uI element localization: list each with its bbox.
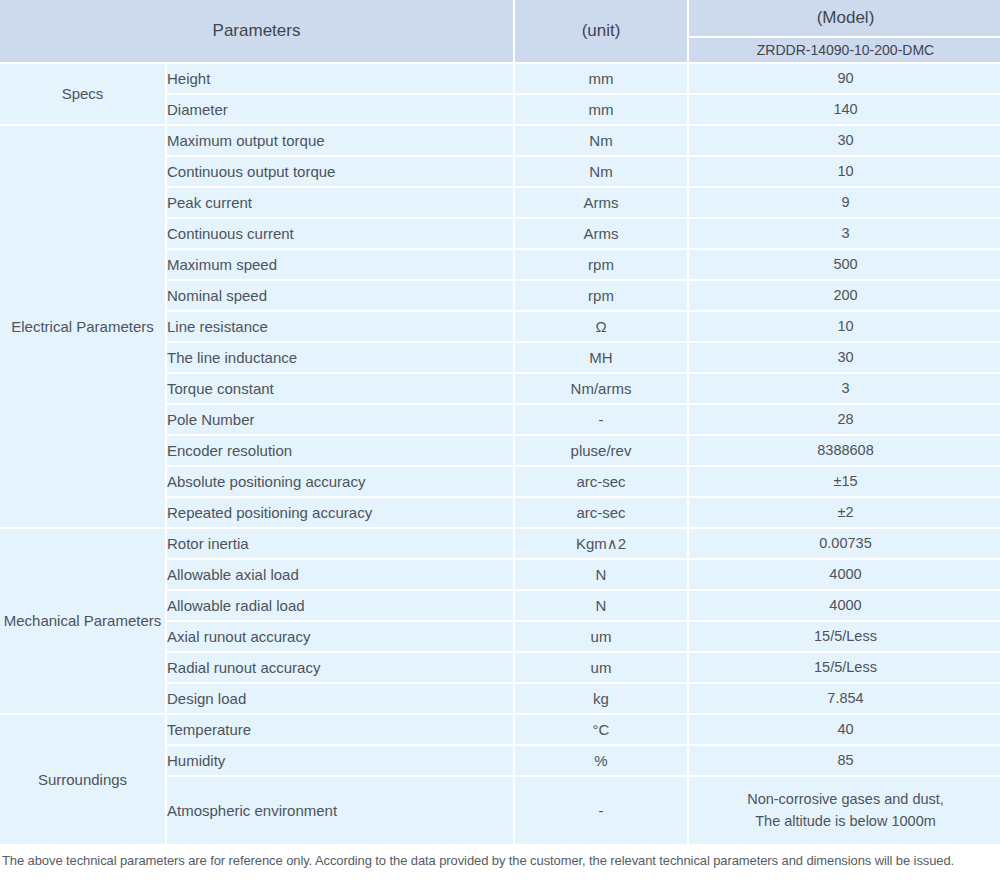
value-cell: 200 — [688, 280, 1000, 311]
value-cell: 0.00735 — [688, 528, 1000, 559]
parameter-name-cell: Allowable radial load — [166, 590, 514, 621]
value-cell: 4000 — [688, 590, 1000, 621]
parameter-name-cell: Axial runout accuracy — [166, 621, 514, 652]
value-cell: 90 — [688, 63, 1000, 94]
unit-cell: mm — [514, 63, 688, 94]
unit-cell: Arms — [514, 187, 688, 218]
unit-cell: Kgm∧2 — [514, 528, 688, 559]
unit-cell: °C — [514, 714, 688, 745]
value-cell: 40 — [688, 714, 1000, 745]
model-number: ZRDDR-14090-10-200-DMC — [688, 37, 1000, 63]
footer-note: The above technical parameters are for r… — [0, 853, 1000, 868]
category-cell: Specs — [0, 63, 166, 125]
unit-cell: arc-sec — [514, 497, 688, 528]
category-cell: Surroundings — [0, 714, 166, 844]
unit-cell: Nm — [514, 156, 688, 187]
value-cell: 9 — [688, 187, 1000, 218]
parameter-name-cell: Atmospheric environment — [166, 776, 514, 844]
value-cell: 500 — [688, 249, 1000, 280]
unit-column-header: (unit) — [514, 0, 688, 63]
unit-cell: um — [514, 621, 688, 652]
parameter-name-cell: Continuous current — [166, 218, 514, 249]
unit-cell: mm — [514, 94, 688, 125]
value-cell: 8388608 — [688, 435, 1000, 466]
parameter-name-cell: Temperature — [166, 714, 514, 745]
parameter-name-cell: Repeated positioning accuracy — [166, 497, 514, 528]
parameters-table: Parameters (unit) (Model) ZRDDR-14090-10… — [0, 0, 1000, 844]
unit-cell: um — [514, 652, 688, 683]
parameter-name-cell: Line resistance — [166, 311, 514, 342]
unit-cell: kg — [514, 683, 688, 714]
category-cell: Electrical Parameters — [0, 125, 166, 528]
parameter-name-cell: Torque constant — [166, 373, 514, 404]
parameter-name-cell: Absolute positioning accuracy — [166, 466, 514, 497]
value-cell: 4000 — [688, 559, 1000, 590]
parameter-name-cell: Humidity — [166, 745, 514, 776]
value-cell: 7.854 — [688, 683, 1000, 714]
table-header: Parameters (unit) (Model) ZRDDR-14090-10… — [0, 0, 1000, 63]
unit-cell: Nm/arms — [514, 373, 688, 404]
unit-cell: - — [514, 776, 688, 844]
unit-cell: N — [514, 590, 688, 621]
unit-cell: pluse/rev — [514, 435, 688, 466]
unit-cell: - — [514, 404, 688, 435]
value-cell: 3 — [688, 373, 1000, 404]
value-cell: ±15 — [688, 466, 1000, 497]
parameter-name-cell: Nominal speed — [166, 280, 514, 311]
table-row: SurroundingsTemperature°C40 — [0, 714, 1000, 745]
parameter-name-cell: Maximum output torque — [166, 125, 514, 156]
unit-cell: rpm — [514, 249, 688, 280]
value-cell: 15/5/Less — [688, 652, 1000, 683]
unit-cell: arc-sec — [514, 466, 688, 497]
parameter-name-cell: Diameter — [166, 94, 514, 125]
unit-cell: Nm — [514, 125, 688, 156]
parameter-name-cell: The line inductance — [166, 342, 514, 373]
spec-table-wrap: Parameters (unit) (Model) ZRDDR-14090-10… — [0, 0, 1000, 844]
table-row: Electrical ParametersMaximum output torq… — [0, 125, 1000, 156]
value-cell: 15/5/Less — [688, 621, 1000, 652]
unit-cell: Ω — [514, 311, 688, 342]
value-cell: 10 — [688, 156, 1000, 187]
value-cell: 3 — [688, 218, 1000, 249]
parameter-name-cell: Maximum speed — [166, 249, 514, 280]
parameter-name-cell: Height — [166, 63, 514, 94]
value-cell: 28 — [688, 404, 1000, 435]
parameter-name-cell: Rotor inertia — [166, 528, 514, 559]
parameter-name-cell: Pole Number — [166, 404, 514, 435]
table-row: Mechanical ParametersRotor inertiaKgm∧20… — [0, 528, 1000, 559]
parameter-name-cell: Encoder resolution — [166, 435, 514, 466]
page: Parameters (unit) (Model) ZRDDR-14090-10… — [0, 0, 1000, 881]
parameter-name-cell: Continuous output torque — [166, 156, 514, 187]
table-row: SpecsHeightmm90 — [0, 63, 1000, 94]
parameter-name-cell: Allowable axial load — [166, 559, 514, 590]
unit-cell: MH — [514, 342, 688, 373]
value-cell: Non-corrosive gases and dust, The altitu… — [688, 776, 1000, 844]
model-column-header: (Model) — [688, 0, 1000, 37]
unit-cell: % — [514, 745, 688, 776]
unit-cell: N — [514, 559, 688, 590]
parameter-name-cell: Peak current — [166, 187, 514, 218]
value-cell: ±2 — [688, 497, 1000, 528]
value-cell: 140 — [688, 94, 1000, 125]
unit-cell: Arms — [514, 218, 688, 249]
parameter-name-cell: Design load — [166, 683, 514, 714]
value-cell: 10 — [688, 311, 1000, 342]
value-cell: 30 — [688, 125, 1000, 156]
parameter-name-cell: Radial runout accuracy — [166, 652, 514, 683]
value-cell: 30 — [688, 342, 1000, 373]
category-cell: Mechanical Parameters — [0, 528, 166, 714]
parameters-column-header: Parameters — [0, 0, 514, 63]
value-cell: 85 — [688, 745, 1000, 776]
table-body: SpecsHeightmm90Diametermm140Electrical P… — [0, 63, 1000, 844]
unit-cell: rpm — [514, 280, 688, 311]
